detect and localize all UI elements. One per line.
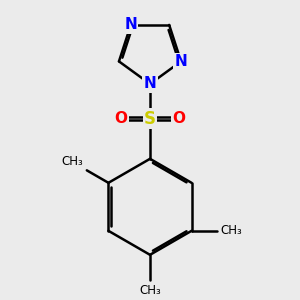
- Text: O: O: [115, 111, 128, 126]
- Text: CH₃: CH₃: [61, 155, 83, 168]
- Text: CH₃: CH₃: [139, 284, 161, 297]
- Text: CH₃: CH₃: [220, 224, 242, 237]
- Text: N: N: [124, 17, 137, 32]
- Text: N: N: [144, 76, 156, 92]
- Text: N: N: [175, 54, 188, 69]
- Text: S: S: [144, 110, 156, 128]
- Text: O: O: [172, 111, 185, 126]
